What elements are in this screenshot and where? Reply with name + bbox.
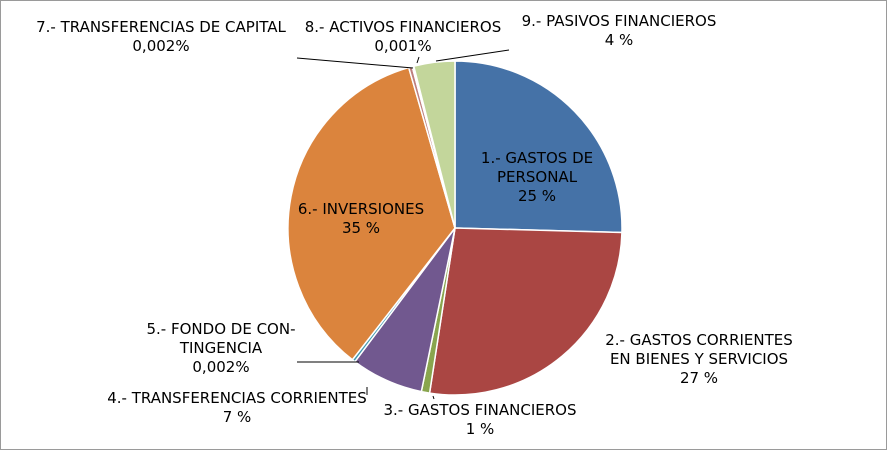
leader-line-9 (435, 49, 510, 62)
slice-label-2: 2.- GASTOS CORRIENTES EN BIENES Y SERVICI… (605, 331, 793, 387)
leader-line-7 (296, 57, 414, 69)
pie-slice-2 (428, 227, 623, 396)
pie-slice-1 (454, 60, 623, 234)
leader-line-3 (432, 395, 435, 400)
slice-label-6: 6.- INVERSIONES 35 % (298, 200, 424, 237)
slice-label-3: 3.- GASTOS FINANCIEROS 1 % (383, 401, 576, 438)
slice-label-9: 9.- PASIVOS FINANCIEROS 4 % (522, 12, 717, 49)
slice-label-1: 1.- GASTOS DE PERSONAL 25 % (481, 149, 593, 205)
slice-label-7: 7.- TRANSFERENCIAS DE CAPITAL 0,002% (36, 18, 286, 55)
pie-slice-9 (412, 60, 456, 229)
leader-line-8 (416, 56, 420, 64)
slice-label-8: 8.- ACTIVOS FINANCIEROS 0,001% (305, 18, 502, 55)
slice-label-4: 4.- TRANSFERENCIAS CORRIENTES 7 % (107, 389, 367, 426)
pie-slice-6 (287, 66, 456, 361)
slice-label-5: 5.- FONDO DE CON-TINGENCIA 0,002% (147, 320, 296, 376)
